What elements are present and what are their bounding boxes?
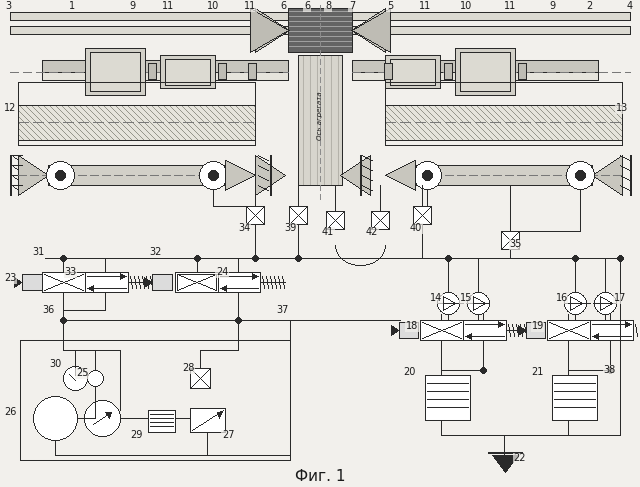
Text: 9: 9 [129,1,135,11]
Text: 31: 31 [32,247,44,257]
Text: 17: 17 [614,293,626,303]
Text: 16: 16 [556,293,568,303]
Text: 14: 14 [430,293,442,303]
Text: 9: 9 [550,1,556,11]
Text: Ось агрегата: Ось агрегата [317,91,323,140]
Text: 35: 35 [509,239,522,249]
Text: 38: 38 [604,365,616,375]
Text: 22: 22 [513,453,526,463]
Text: 34: 34 [238,223,250,233]
Text: 7: 7 [349,1,355,11]
Text: 33: 33 [64,267,76,277]
Text: 8: 8 [325,1,331,11]
Text: 37: 37 [276,305,288,315]
Text: 42: 42 [366,227,378,237]
Text: 4: 4 [627,1,633,11]
Text: 27: 27 [222,430,234,440]
Text: 41: 41 [322,227,334,237]
Text: 25: 25 [76,368,88,378]
Text: 28: 28 [182,363,195,373]
Text: 29: 29 [130,430,142,440]
Text: Фиг. 1: Фиг. 1 [295,468,345,484]
Text: 39: 39 [284,223,296,233]
Text: 32: 32 [149,247,161,257]
Text: 6: 6 [304,1,310,11]
Text: 19: 19 [532,321,544,331]
Text: 26: 26 [4,407,17,417]
Text: 11: 11 [162,1,174,11]
Text: 15: 15 [460,293,472,303]
Text: 21: 21 [532,367,544,377]
Text: 10: 10 [207,1,220,11]
Text: 11: 11 [244,1,256,11]
Text: 11: 11 [419,1,431,11]
Text: 20: 20 [404,367,416,377]
Text: 5: 5 [387,1,393,11]
Text: 24: 24 [216,267,228,277]
Text: 6: 6 [280,1,286,11]
Text: 40: 40 [410,223,422,233]
Text: 23: 23 [4,273,17,283]
Text: 36: 36 [42,305,54,315]
Text: 18: 18 [406,321,418,331]
Text: 30: 30 [49,359,61,369]
Text: 11: 11 [504,1,516,11]
Text: 1: 1 [69,1,76,11]
Text: 2: 2 [587,1,593,11]
Text: 13: 13 [616,103,628,113]
Text: 12: 12 [4,103,17,113]
Text: 10: 10 [460,1,472,11]
Text: 3: 3 [5,1,12,11]
